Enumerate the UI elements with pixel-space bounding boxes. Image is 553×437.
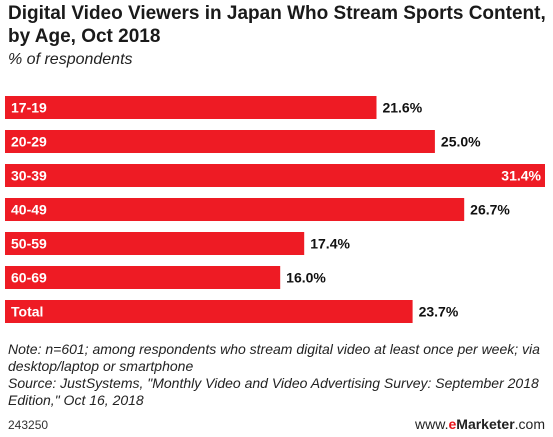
bar-20-29: [5, 130, 435, 153]
category-label-30-39: 30-39: [11, 168, 47, 184]
value-label-30-39: 31.4%: [501, 168, 541, 184]
chart-id: 243250: [8, 418, 49, 432]
value-label-50-59: 17.4%: [310, 236, 350, 252]
brand-name: Marketer: [456, 416, 515, 432]
bar-total: [5, 300, 413, 323]
source-text: Source: JustSystems, "Monthly Video and …: [8, 375, 539, 408]
category-label-40-49: 40-49: [11, 202, 47, 218]
brand-logo: www.eMarketer.com: [415, 416, 545, 432]
bar-17-19: [5, 96, 377, 119]
bar-group: 17-19 21.6% 20-29 25.0% 30-39 31.4% 40-49 26.7%…: [5, 96, 545, 323]
footer: 243250 www.eMarketer.com: [0, 414, 553, 437]
value-label-40-49: 26.7%: [470, 202, 510, 218]
category-label-17-19: 17-19: [11, 100, 47, 116]
category-label-50-59: 50-59: [11, 236, 47, 252]
value-label-17-19: 21.6%: [382, 100, 422, 116]
note-text: Note: n=601; among respondents who strea…: [8, 341, 540, 374]
chart-subtitle: % of respondents: [8, 51, 133, 68]
bar-30-39: [5, 164, 545, 187]
value-label-total: 23.7%: [419, 304, 459, 320]
category-label-total: Total: [11, 304, 43, 320]
brand-suffix: .com: [514, 416, 545, 432]
brand-accent: e: [448, 416, 457, 432]
bar-50-59: [5, 232, 305, 255]
value-label-60-69: 16.0%: [286, 270, 326, 286]
value-label-20-29: 25.0%: [441, 134, 481, 150]
chart-title: Digital Video Viewers in Japan Who Strea…: [8, 3, 546, 47]
bar-40-49: [5, 198, 465, 221]
brand-prefix: www.: [415, 416, 449, 432]
bar-60-69: [5, 266, 281, 289]
category-label-60-69: 60-69: [11, 270, 47, 286]
bar-chart: 17-19 21.6% 20-29 25.0% 30-39 31.4% 40-49 26.7%…: [5, 96, 545, 323]
chart-note: Note: n=601; among respondents who strea…: [8, 341, 548, 409]
category-label-20-29: 20-29: [11, 134, 47, 150]
